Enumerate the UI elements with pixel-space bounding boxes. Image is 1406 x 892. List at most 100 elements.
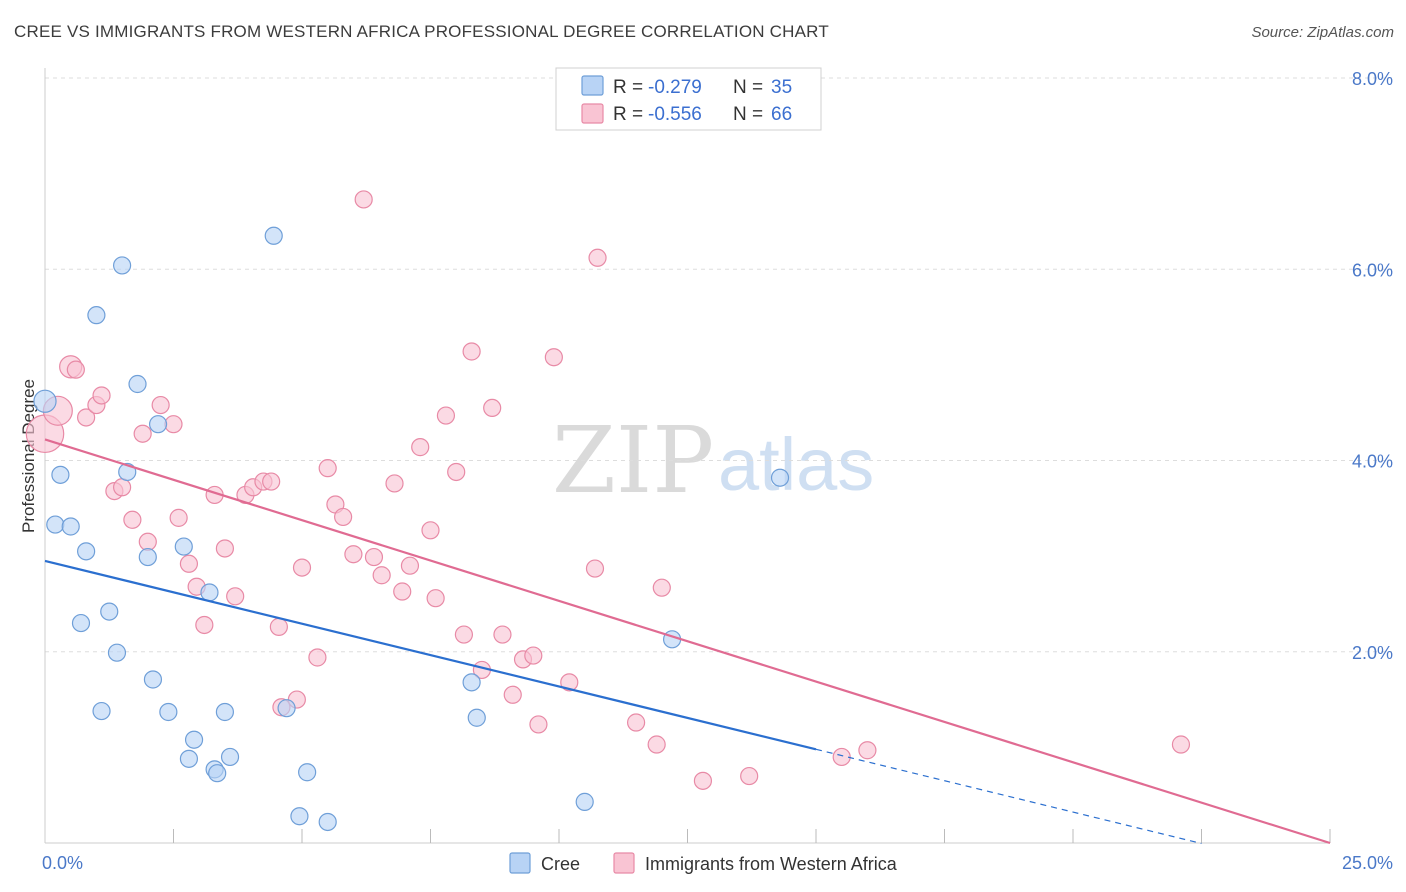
immigrants-point (647, 735, 666, 754)
immigrants-point (344, 545, 363, 564)
y-tick-label: 8.0% (1352, 69, 1393, 89)
cree-point (148, 415, 168, 434)
bottom-legend: Cree Immigrants from Western Africa (509, 852, 898, 874)
legend-swatch-cree (581, 75, 604, 96)
cree-point (138, 547, 157, 567)
legend-box: R = -0.279 N = 35 R = -0.556 N = 66 (555, 67, 822, 131)
x-tick-label-min: 0.0% (42, 853, 83, 873)
immigrants-point (421, 521, 440, 540)
immigrants-point (652, 578, 671, 597)
immigrants-point (503, 685, 522, 704)
cree-point (277, 699, 296, 718)
cree-point (100, 602, 119, 621)
x-tick-label-max: 25.0% (1342, 853, 1393, 873)
immigrants-point (832, 747, 851, 767)
immigrants-point (588, 248, 607, 267)
immigrants-point (215, 539, 234, 558)
y-tick-label: 6.0% (1352, 260, 1393, 280)
y-tick-labels: 2.0% 4.0% 6.0% 8.0% (1352, 69, 1393, 663)
immigrants-point (269, 617, 288, 636)
cree-point (107, 643, 127, 662)
legend-r-label-cree: R = (613, 77, 643, 98)
cree-point (71, 613, 91, 633)
y-tick-label: 4.0% (1352, 452, 1393, 472)
bottom-legend-label-cree: Cree (541, 854, 580, 874)
legend-n-value-immigrants: 66 (771, 104, 792, 125)
immigrants-point (400, 556, 420, 575)
bottom-legend-swatch-cree (509, 852, 531, 874)
immigrants-point (529, 715, 548, 734)
immigrants-point (524, 646, 543, 665)
cree-point (200, 583, 219, 602)
series-cree (33, 226, 790, 832)
cree-point (290, 807, 309, 826)
trend-lines (44, 438, 1331, 845)
bottom-legend-swatch-immigrants (613, 852, 635, 874)
immigrants-point (385, 474, 404, 493)
immigrants-point (138, 532, 157, 551)
trend-line-cree-extension (815, 748, 1202, 845)
immigrants-point (693, 771, 713, 790)
immigrants-point (164, 415, 183, 434)
legend-swatch-immigrants (581, 103, 604, 124)
immigrants-point (426, 589, 445, 608)
watermark-atlas: atlas (718, 423, 874, 506)
immigrants-point (454, 625, 474, 644)
cree-point (46, 515, 65, 534)
cree-point (462, 673, 481, 692)
immigrants-point (318, 459, 337, 478)
cree-point (220, 747, 240, 767)
cree-point (208, 764, 227, 783)
immigrants-point (262, 472, 281, 491)
cree-point (51, 465, 70, 484)
x-ticks (173, 829, 1331, 843)
bottom-legend-label-immigrants: Immigrants from Western Africa (645, 854, 898, 874)
legend-r-value-cree: -0.279 (648, 77, 702, 98)
legend-r-label-immigrants: R = (613, 104, 643, 125)
trend-line-cree (44, 559, 817, 751)
immigrants-point (151, 395, 170, 415)
cree-point (298, 763, 317, 782)
legend-n-label-cree: N = (733, 77, 763, 98)
immigrants-point (169, 508, 188, 527)
cree-point (143, 670, 163, 689)
cree-point (159, 702, 178, 722)
cree-point (184, 730, 204, 749)
cree-point (318, 812, 337, 832)
immigrants-point (112, 478, 132, 497)
immigrants-point (66, 360, 85, 379)
series-immigrants-western-africa (25, 190, 1191, 790)
immigrants-point (334, 507, 353, 527)
cree-point (179, 749, 199, 768)
immigrants-point (1171, 735, 1191, 754)
cree-point (467, 708, 486, 727)
immigrants-point (393, 582, 412, 601)
chart-title: CREE VS IMMIGRANTS FROM WESTERN AFRICA P… (14, 22, 829, 41)
cree-point (575, 792, 594, 811)
cree-point (33, 389, 57, 413)
legend-n-label-immigrants: N = (733, 104, 763, 125)
immigrants-point (354, 190, 373, 209)
immigrants-point (493, 625, 512, 644)
immigrants-point (858, 741, 877, 760)
cree-point (128, 374, 147, 394)
cree-point (174, 537, 193, 556)
source-label: Source: ZipAtlas.com (1251, 24, 1394, 41)
immigrants-point (544, 348, 563, 367)
gridlines (45, 77, 1392, 653)
cree-point (215, 702, 234, 722)
cree-point (264, 226, 283, 245)
immigrants-point (92, 386, 111, 405)
immigrants-point (626, 713, 646, 732)
cree-point (77, 542, 96, 561)
legend-n-value-cree: 35 (771, 77, 792, 98)
cree-point (87, 306, 106, 325)
immigrants-point (462, 342, 481, 361)
immigrants-point (585, 559, 605, 578)
immigrants-point (308, 648, 327, 667)
cree-point (112, 256, 132, 275)
y-tick-label: 2.0% (1352, 643, 1393, 663)
immigrants-point (740, 766, 759, 786)
immigrants-point (364, 547, 384, 567)
